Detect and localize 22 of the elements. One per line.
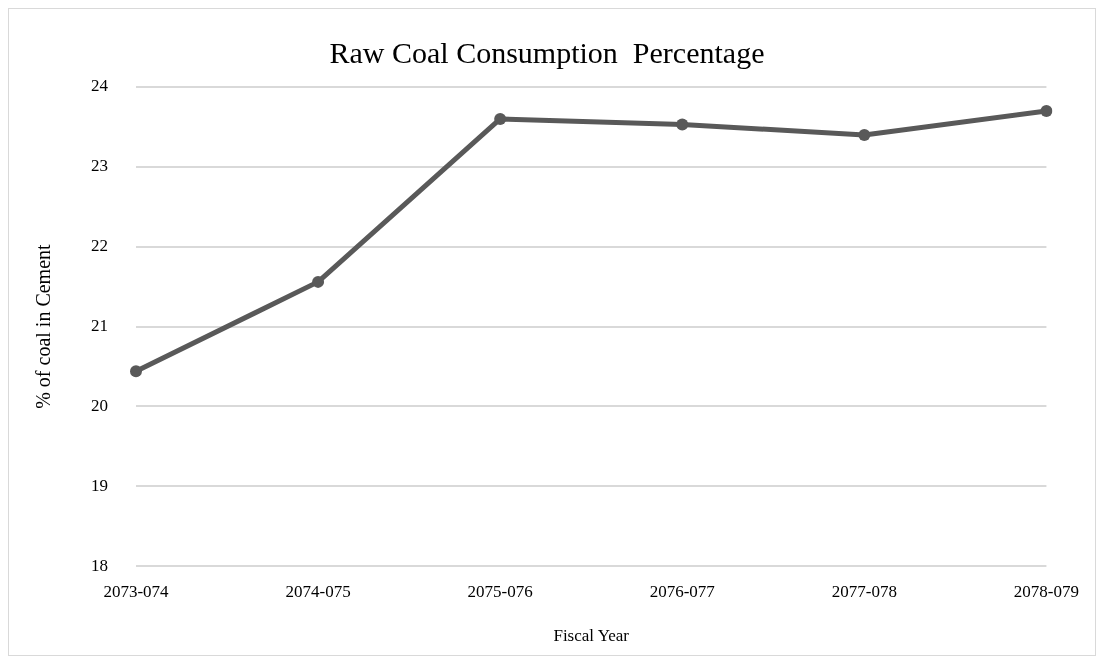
x-tick-label: 2074-075: [285, 581, 351, 601]
chart-title: Raw Coal Consumption Percentage: [329, 35, 765, 69]
y-tick-label: 23: [91, 156, 108, 176]
y-tick-label: 19: [91, 475, 108, 495]
point: [1040, 104, 1053, 117]
y-tick-label: 22: [91, 236, 108, 256]
x-tick-label: 2075-076: [467, 581, 533, 601]
point: [676, 118, 689, 131]
y-tick-label: 21: [91, 316, 108, 336]
x-tick-label: 2076-077: [649, 581, 716, 601]
y-axis-title: % of coal in Cement: [32, 243, 55, 409]
x-tick-label: 2077-078: [831, 581, 897, 601]
point: [494, 112, 507, 125]
y-tick-label: 18: [91, 555, 108, 575]
x-tick-label: 2078-079: [1013, 581, 1080, 601]
x-tick-label: 2073-074: [103, 581, 170, 601]
y-tick-label: 20: [91, 395, 108, 415]
y-tick-label: 24: [91, 76, 109, 96]
point: [312, 275, 325, 288]
point: [130, 365, 142, 378]
point: [858, 128, 871, 141]
x-axis-title: Fiscal Year: [553, 626, 630, 646]
